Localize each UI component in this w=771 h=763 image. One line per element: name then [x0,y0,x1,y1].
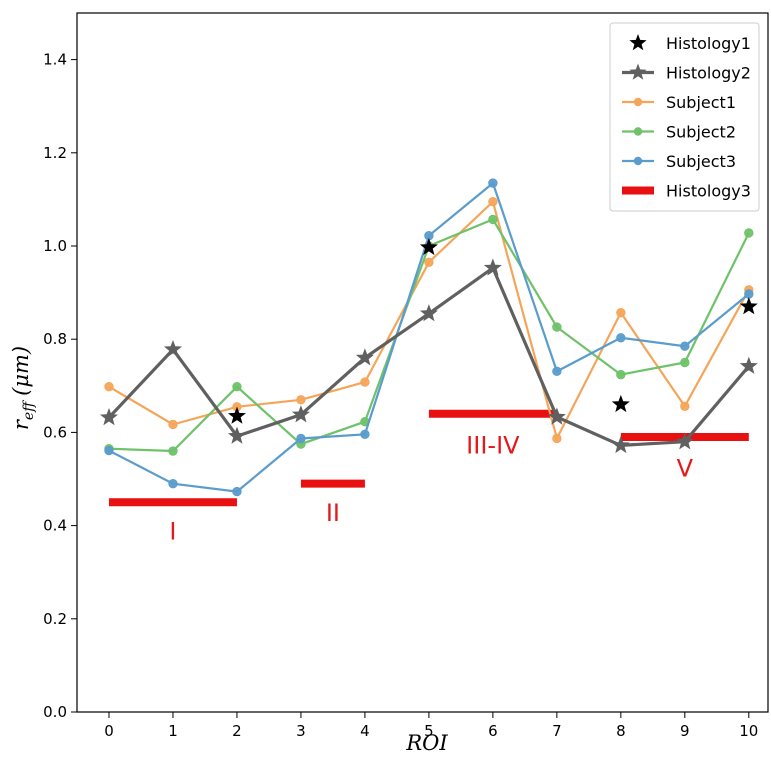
subject3-point [616,333,626,343]
subject1-point [488,197,498,207]
subject1-point [616,307,626,318]
subject3-line [108,181,750,493]
histology1-point [739,297,758,315]
region-label: I [169,518,176,546]
histology2-point [355,348,374,366]
legend-histology1-label: Histology1 [666,34,751,53]
region-label: II [326,499,340,527]
x-tick-label: 3 [296,722,306,740]
subject2-point [552,322,562,332]
histology2-point [227,426,246,444]
subject1-point [360,377,370,387]
x-tick-label: 1 [168,722,178,740]
y-tick-label: 1.4 [43,51,67,69]
legend-subject2-marker [633,127,643,136]
histology1-point [227,406,246,424]
legend-histology3-label: Histology3 [666,182,751,201]
x-tick-label: 6 [488,722,498,740]
y-tick-label: 0.2 [43,610,67,628]
y-axis-title-unit: (μm) [9,346,33,396]
y-axis-title: reff (μm) [9,346,37,430]
legend: Histology1 Histology2 Subject1 Subject2 Subj… [609,22,760,212]
legend-histology1-marker [629,34,647,51]
subject1-point [104,382,114,392]
legend-subject1-label: Subject1 [666,93,736,112]
y-tick-label: 1.2 [43,144,67,162]
legend-box [609,22,760,212]
region-label: III-IV [466,431,520,459]
legend-histology2-marker [629,63,647,80]
subject3-point [296,433,306,444]
y-axis-title-main: r [9,418,33,430]
x-tick-label: 9 [680,722,690,740]
plot-border [76,12,769,713]
x-tick-label: 8 [616,722,626,740]
x-axis-title: ROI [405,731,448,755]
subject3-point [488,178,498,188]
svg-text:reff(μm): reff (μm) [9,346,37,430]
subject2-point [616,369,626,380]
histology2-point [675,432,694,450]
subject1-point [552,433,562,444]
subject1-point [296,395,306,405]
plot-frame [76,12,769,713]
histology2-point [483,258,502,276]
subject3-series [104,178,754,497]
histology2-point [291,405,310,423]
subject3-point [104,445,114,456]
x-tick-label: 7 [552,722,562,740]
x-tick-label: 0 [104,722,114,740]
y-tick-label: 0.0 [43,703,67,721]
subject2-point [488,214,498,225]
subject1-point [168,419,178,430]
histology2-point [547,407,566,425]
histology2-point [419,304,438,322]
subject3-point [168,478,178,489]
subject3-point [744,289,754,299]
y-tick-label: 0.4 [43,517,67,535]
histology2-point [163,340,182,358]
legend-subject1-marker [633,97,643,107]
series-layer [100,178,758,507]
histology2-series [100,258,758,454]
x-tick-label: 2 [232,722,242,740]
subject1-point [680,401,690,412]
histology2-point [611,435,630,454]
subject3-point [680,341,690,351]
x-tick-label: 4 [360,722,370,740]
histology1-point [419,237,438,256]
subject2-point [232,382,242,392]
subject2-point [744,228,754,238]
subject2-point [680,357,690,368]
histology1-series [227,237,758,424]
legend-subject3-marker [633,156,643,166]
x-axis: 0 1 2 3 4 5 6 7 8 9 10 [104,712,758,740]
y-tick-label: 1.0 [43,237,67,255]
legend-subject3-label: Subject3 [666,152,736,171]
legend-subject2-label: Subject2 [666,123,736,142]
subject1-series [104,197,754,444]
x-tick-label: 5 [424,722,434,740]
subject2-point [168,446,178,456]
y-tick-label: 0.6 [43,423,67,441]
histology2-point [100,408,118,426]
region-label: V [677,455,694,483]
subject3-point [552,366,562,377]
y-axis: 0.0 0.2 0.4 0.6 0.8 1.0 1.2 1.4 [43,51,77,721]
subject3-point [232,486,242,497]
subject1-point [424,257,434,268]
histology2-point [739,356,758,374]
y-axis-title-sub: eff [21,400,37,420]
legend-histology2-label: Histology2 [666,64,751,83]
subject3-point [360,429,370,439]
histology1-point [611,394,630,413]
y-tick-label: 0.8 [43,330,67,348]
x-tick-label: 10 [739,722,758,740]
